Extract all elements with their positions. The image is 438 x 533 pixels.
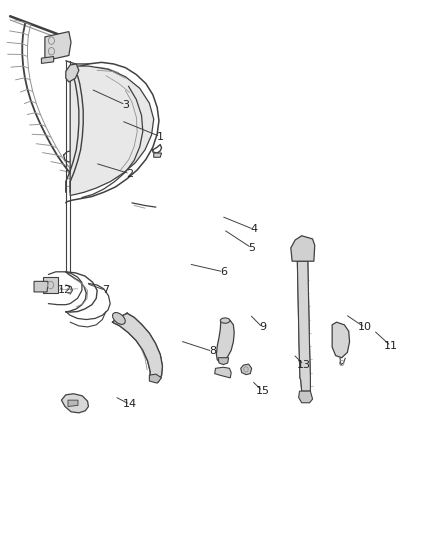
Polygon shape <box>241 364 252 375</box>
Polygon shape <box>332 322 350 358</box>
Text: 4: 4 <box>250 224 258 235</box>
Text: 5: 5 <box>248 243 255 253</box>
Text: 12: 12 <box>57 285 71 295</box>
Polygon shape <box>149 374 162 383</box>
Ellipse shape <box>220 318 230 323</box>
Polygon shape <box>66 64 79 82</box>
Polygon shape <box>113 313 162 382</box>
Text: 11: 11 <box>384 341 398 351</box>
Polygon shape <box>299 391 313 403</box>
Polygon shape <box>45 31 71 61</box>
Polygon shape <box>70 66 154 196</box>
Text: 9: 9 <box>259 322 266 333</box>
Polygon shape <box>68 400 78 407</box>
Polygon shape <box>291 236 315 261</box>
Text: 10: 10 <box>358 322 372 333</box>
Polygon shape <box>42 56 53 63</box>
Text: 8: 8 <box>209 346 216 357</box>
Polygon shape <box>43 277 58 293</box>
Polygon shape <box>61 394 88 413</box>
Text: 2: 2 <box>126 169 133 179</box>
Text: 14: 14 <box>123 399 137 409</box>
Text: 3: 3 <box>122 100 129 110</box>
Polygon shape <box>218 358 229 365</box>
Polygon shape <box>215 367 231 378</box>
Text: 7: 7 <box>102 285 110 295</box>
Text: 13: 13 <box>297 360 311 369</box>
Polygon shape <box>34 281 48 292</box>
Polygon shape <box>297 261 311 391</box>
Text: 15: 15 <box>255 386 269 396</box>
Polygon shape <box>154 153 162 157</box>
Text: 1: 1 <box>157 132 164 142</box>
Ellipse shape <box>113 312 125 325</box>
Text: 6: 6 <box>220 267 227 277</box>
Polygon shape <box>216 319 234 362</box>
